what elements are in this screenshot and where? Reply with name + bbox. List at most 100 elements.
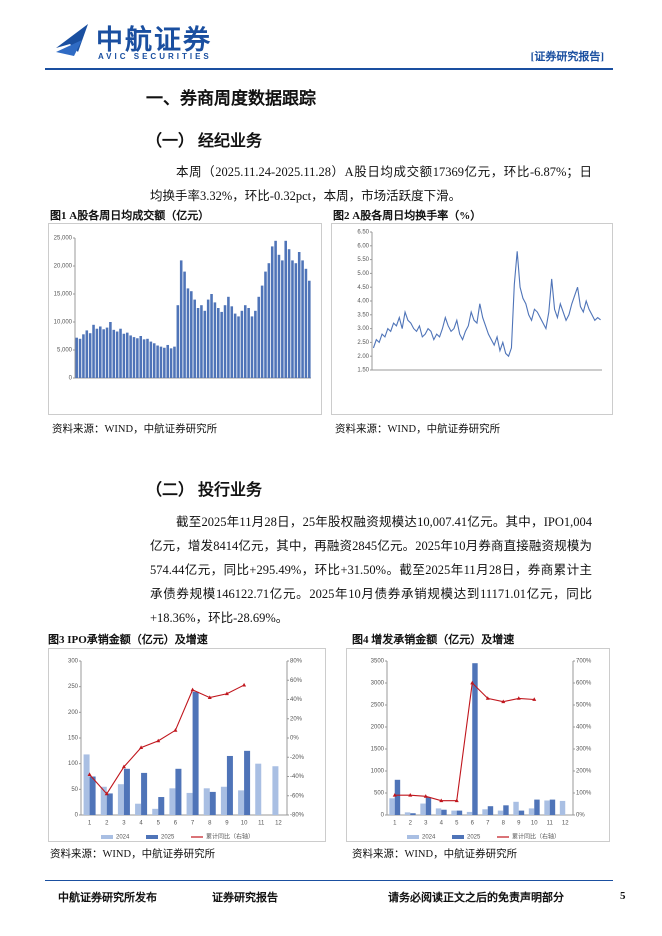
bar [250, 316, 254, 378]
chart: 0 500 1000 1500 2000 2500 3000 3500 0% 100% 200% 30… [371, 659, 592, 841]
logo-text: 中航证券 [96, 25, 212, 56]
y-tick-label: 2.50 [357, 340, 369, 346]
bar [186, 792, 193, 815]
bar [267, 263, 271, 378]
bar [95, 328, 99, 378]
bar [139, 336, 143, 378]
bar [237, 316, 240, 378]
bar [238, 790, 245, 815]
footer-center: 证券研究报告 [212, 892, 278, 904]
bar [308, 280, 311, 378]
y2-tick-label: 60% [290, 678, 303, 684]
bar [281, 260, 284, 378]
bar [141, 772, 148, 815]
y2-tick-label: 80% [290, 659, 303, 665]
bar [117, 784, 124, 815]
bar [410, 813, 416, 815]
line [394, 681, 535, 802]
y2-tick-label: -40% [290, 774, 305, 780]
y-tick-label: 4.50 [357, 285, 369, 291]
legend-swatch [146, 835, 158, 839]
y-tick-label: 250 [68, 684, 79, 690]
y2-tick-label: -20% [290, 755, 305, 761]
x-tick-label: 9 [517, 821, 521, 827]
line [372, 251, 601, 358]
bar [88, 333, 92, 378]
bar [203, 310, 207, 378]
bar [100, 786, 107, 815]
logo-subtext: AVIC SECURITIES [98, 52, 212, 61]
bar [159, 346, 163, 378]
x-tick-label: 12 [562, 821, 569, 827]
bar [99, 326, 102, 378]
bar [190, 291, 193, 378]
x-tick-label: 5 [157, 821, 161, 827]
line-marker [139, 745, 144, 750]
x-tick-label: 10 [531, 821, 538, 827]
bar [183, 271, 186, 378]
bar [206, 299, 210, 378]
bar [513, 801, 519, 815]
line-marker [532, 697, 537, 701]
x-tick-label: 2 [409, 821, 413, 827]
x-tick-label: 4 [440, 821, 444, 827]
bar [257, 296, 261, 378]
y-tick-label: 2500 [371, 703, 385, 709]
section-title: （一） 经纪业务 [146, 133, 263, 150]
bar [196, 308, 200, 378]
x-tick-label: 10 [241, 821, 248, 827]
bar [105, 327, 109, 378]
header-rule [45, 68, 613, 70]
bar [173, 346, 176, 378]
bar [301, 260, 304, 378]
bar [435, 808, 442, 815]
figure-caption: 图1 A股各周日均成交额（亿元） [50, 210, 210, 222]
bar [549, 799, 556, 815]
bar [115, 331, 119, 378]
bar [420, 803, 426, 815]
legend-swatch [407, 835, 419, 839]
bar [152, 808, 159, 815]
bar [260, 285, 264, 378]
bar [102, 329, 105, 378]
line-marker [516, 696, 521, 700]
y-tick-label: 3.50 [357, 312, 369, 318]
y-tick-label: 200 [68, 710, 79, 716]
legend-label: 2024 [422, 835, 436, 841]
bar [146, 338, 149, 378]
bar [209, 791, 216, 815]
bar [135, 803, 142, 815]
x-tick-label: 6 [471, 821, 475, 827]
bar [297, 252, 301, 378]
y-tick-label: 50 [71, 787, 78, 793]
bar [220, 786, 227, 815]
y-tick-label: 5,000 [57, 348, 73, 354]
paragraph: 截至2025年11月28日，25年股权融资规模达10,007.41亿元。其中，I… [150, 515, 592, 625]
x-tick-label: 8 [502, 821, 506, 827]
bar [233, 313, 237, 378]
bar [129, 335, 132, 378]
y-tick-label: 500 [374, 791, 385, 797]
bar [156, 345, 159, 378]
source: 资料来源：WIND，中航证券研究所 [52, 424, 218, 435]
chart: 0 50 100 150 200 250 300 -80% -60% -40% -20% 0% 20% 4… [68, 659, 305, 841]
y-tick-label: 3000 [371, 681, 385, 687]
bar [169, 788, 176, 815]
bar [287, 249, 291, 378]
x-tick-label: 7 [486, 821, 490, 827]
x-tick-label: 1 [393, 821, 397, 827]
bar [109, 322, 112, 378]
y-tick-label: 150 [68, 736, 79, 742]
x-tick-label: 6 [174, 821, 178, 827]
footer-left: 中航证券研究所发布 [58, 892, 157, 904]
legend-swatch [101, 835, 113, 839]
line-marker [454, 798, 459, 803]
bar [277, 254, 281, 378]
y2-tick-label: 400% [576, 725, 592, 731]
bar [389, 798, 395, 815]
bar [404, 812, 411, 815]
y2-tick-label: 200% [576, 769, 592, 775]
x-tick-label: 3 [424, 821, 428, 827]
y2-tick-label: 700% [576, 659, 592, 665]
